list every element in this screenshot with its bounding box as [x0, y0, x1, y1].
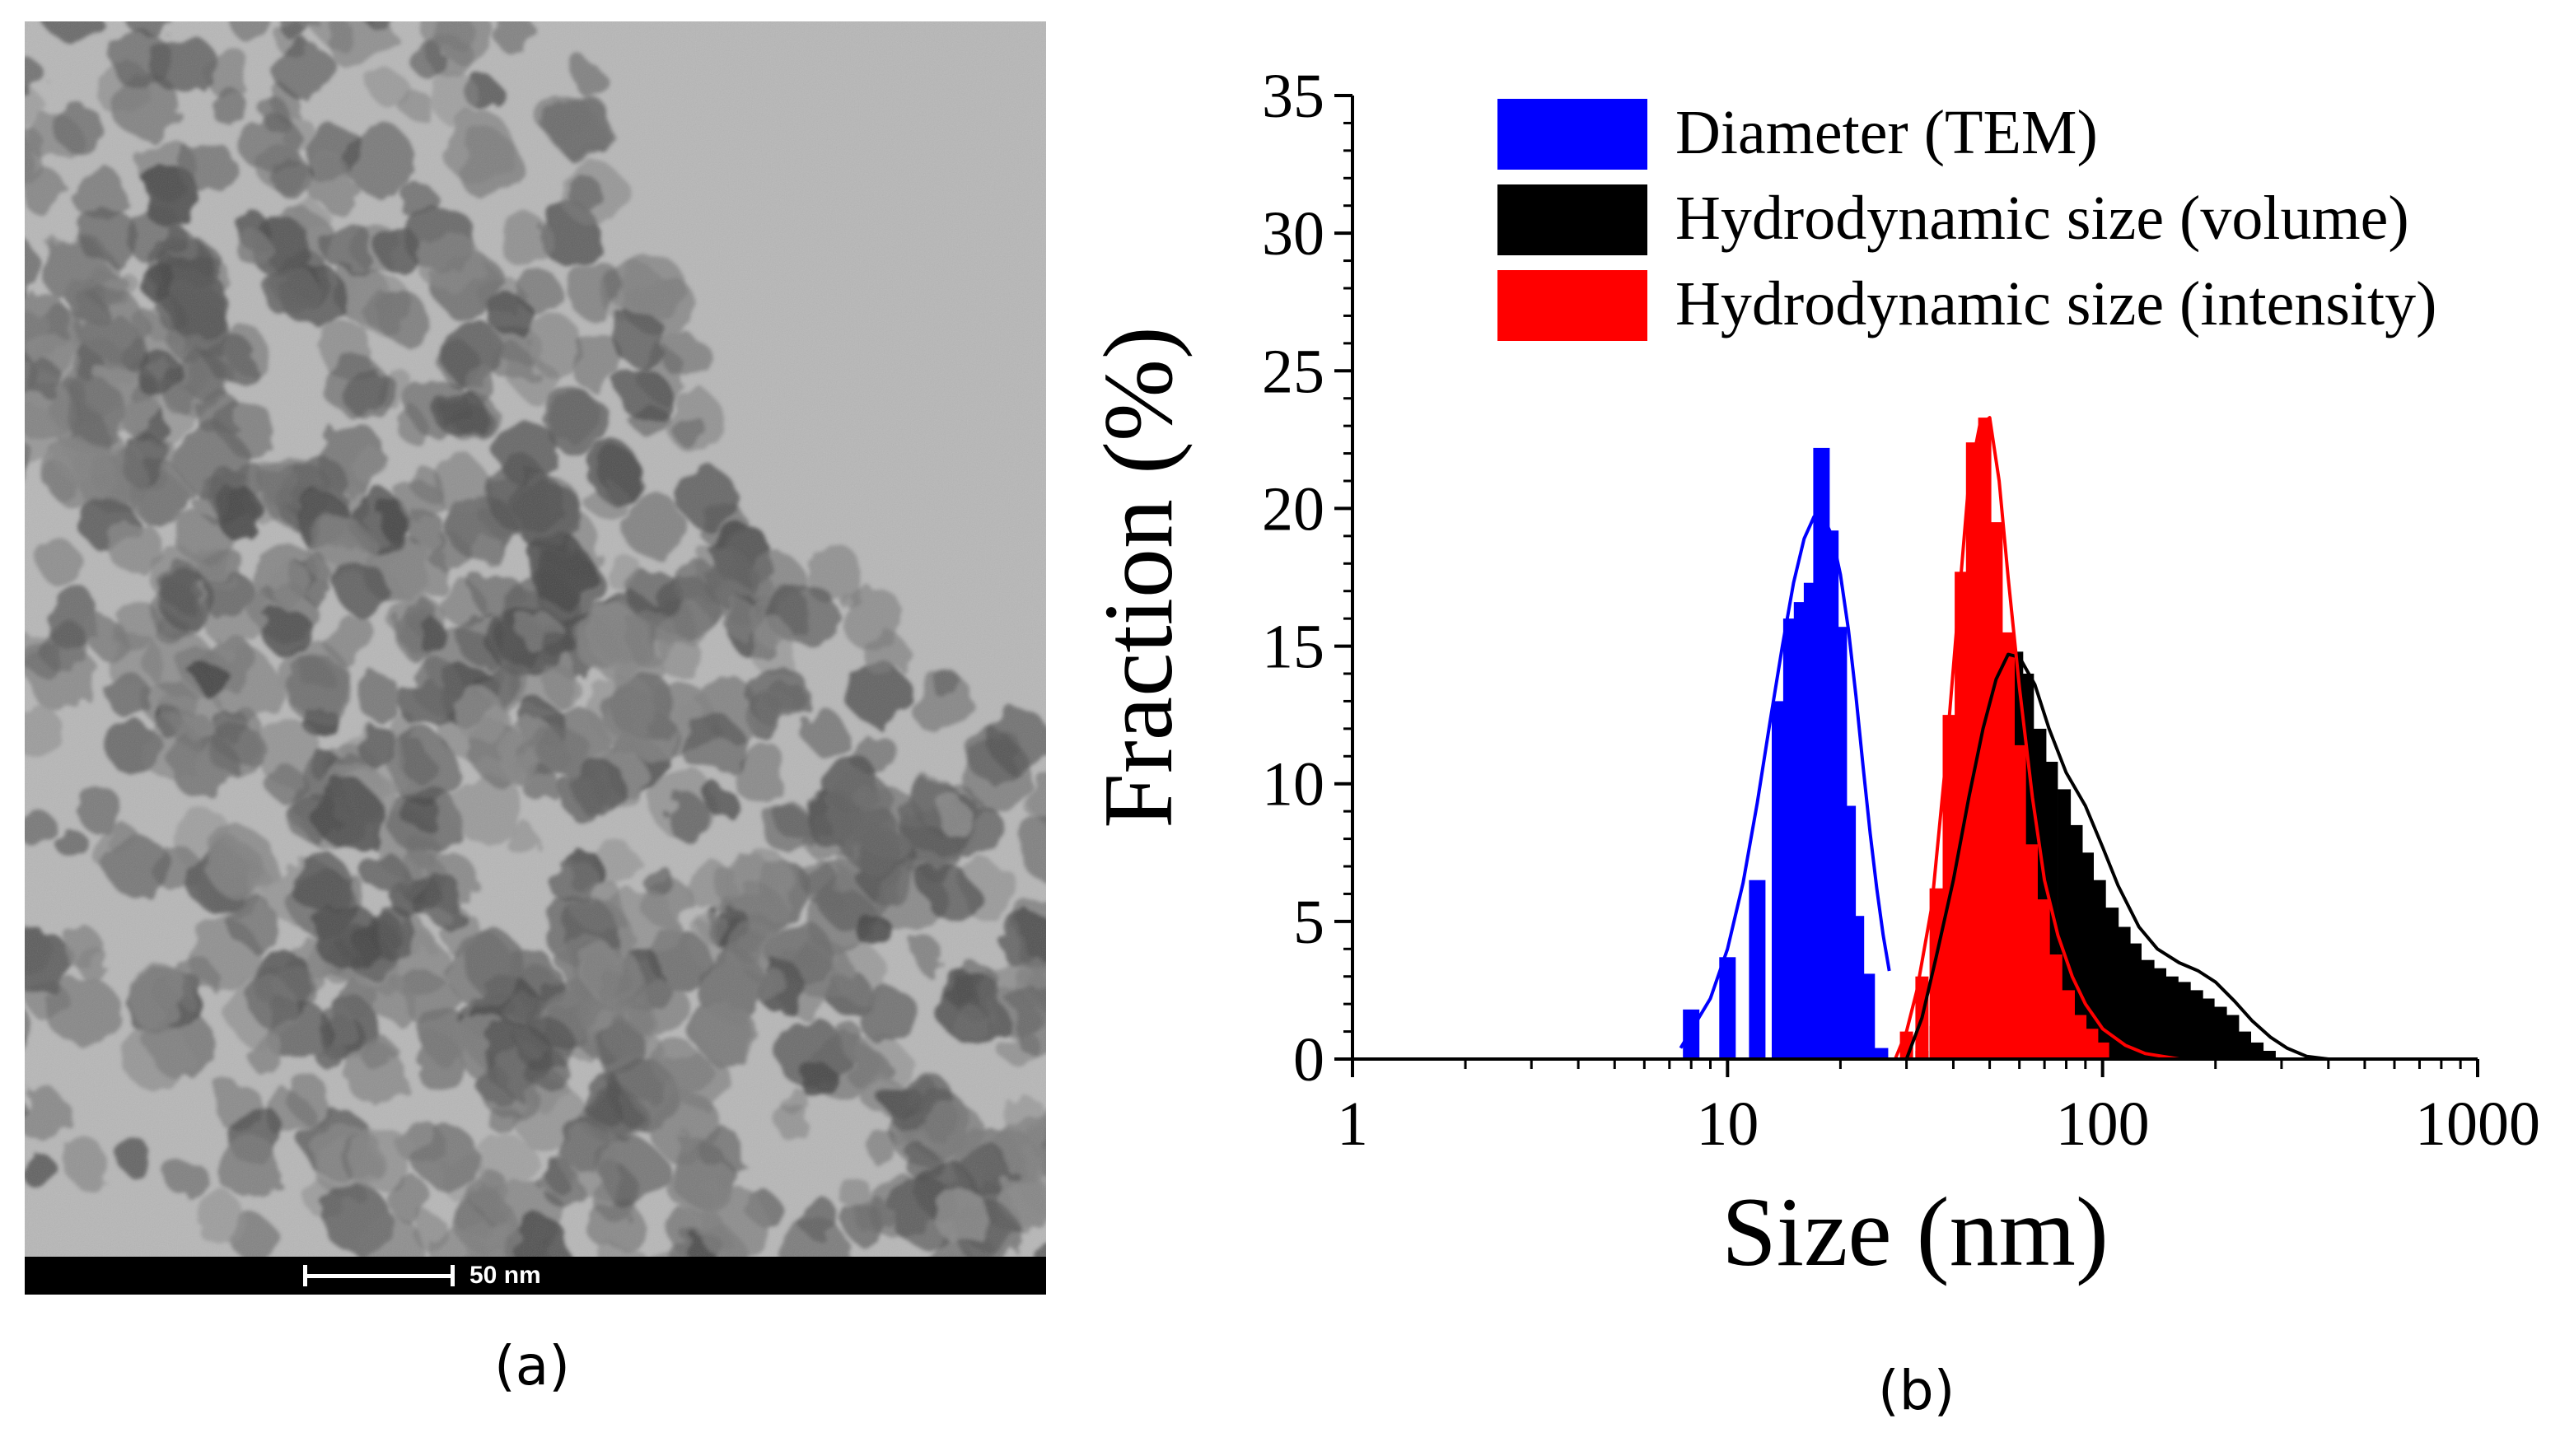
bar-intensity — [2012, 744, 2026, 1059]
bar-volume — [2213, 1006, 2227, 1059]
bar-tem — [1871, 1048, 1889, 1059]
bar-volume — [2250, 1042, 2264, 1059]
bar-intensity — [1989, 522, 2003, 1059]
panel-label-a: (a) — [494, 1334, 570, 1398]
y-tick-label: 5 — [1293, 888, 1324, 957]
y-axis-title: Fraction (%) — [1083, 326, 1193, 828]
legend-item-tem-label: Diameter (TEM) — [1675, 98, 2098, 167]
y-tick-label: 20 — [1262, 474, 1324, 544]
bar-intensity — [1955, 572, 1969, 1059]
bar-tem — [1683, 1009, 1700, 1059]
scale-bar-tick-right — [451, 1265, 455, 1286]
bar-volume — [2081, 852, 2094, 1059]
bar-intensity — [2085, 1029, 2099, 1059]
scale-bar-label: 50 nm — [469, 1262, 541, 1289]
bars-layer — [1683, 418, 2276, 1060]
bar-volume — [2153, 968, 2166, 1059]
tem-image — [25, 21, 1046, 1257]
bar-tem — [1719, 957, 1736, 1059]
y-tick-label: 0 — [1293, 1025, 1324, 1094]
bar-intensity — [2048, 954, 2062, 1059]
bar-intensity — [1929, 888, 1943, 1059]
fit-curve-volume — [1904, 652, 2478, 1061]
bar-intensity — [1978, 418, 1992, 1060]
y-tick-label: 25 — [1262, 337, 1324, 406]
bar-intensity — [2073, 1015, 2087, 1059]
fit-curve-intensity — [1352, 416, 2478, 1061]
x-axis-title: Size (nm) — [1721, 1177, 2109, 1286]
bar-intensity — [2095, 1042, 2109, 1059]
bar-intensity — [2062, 990, 2075, 1059]
y-tick-label: 35 — [1262, 62, 1324, 131]
bar-intensity — [2025, 844, 2038, 1059]
bar-intensity — [2002, 632, 2015, 1059]
axes-layer: 0 5 10 15 20 25 30 35 1 10 100 1000 — [1262, 62, 2540, 1159]
fit-curves-layer — [1352, 416, 2478, 1061]
bar-volume — [2117, 926, 2131, 1059]
bar-volume — [2238, 1031, 2251, 1059]
bar-volume — [2105, 908, 2119, 1059]
legend-item-volume-swatch — [1497, 184, 1647, 255]
bar-tem — [1858, 973, 1876, 1059]
legend: Diameter (TEM) Hydrodynamic size (volume)… — [1497, 98, 2436, 341]
bar-volume — [2262, 1051, 2276, 1059]
legend-item-intensity-swatch — [1497, 270, 1647, 341]
bar-volume — [2092, 880, 2106, 1059]
legend-item-intensity-label: Hydrodynamic size (intensity) — [1675, 269, 2436, 338]
bar-volume — [2128, 943, 2142, 1059]
bar-volume — [2201, 998, 2215, 1059]
y-tick-label: 15 — [1262, 613, 1324, 682]
bar-intensity — [1965, 442, 1979, 1059]
x-tick-label: 1 — [1337, 1090, 1368, 1159]
y-tick-label: 10 — [1262, 750, 1324, 819]
panel-label-b: (b) — [1878, 1359, 1955, 1422]
tem-micrograph: 50 nm — [25, 21, 1046, 1295]
legend-item-volume-label: Hydrodynamic size (volume) — [1675, 184, 2409, 253]
bar-intensity — [2036, 899, 2050, 1059]
bar-volume — [2141, 959, 2155, 1059]
bar-volume — [2226, 1015, 2240, 1059]
bar-tem — [1749, 880, 1766, 1059]
bar-volume — [2189, 990, 2203, 1059]
bar-volume — [2165, 976, 2179, 1059]
y-tick-label: 30 — [1262, 199, 1324, 268]
x-tick-label: 100 — [2056, 1090, 2150, 1159]
x-tick-label: 10 — [1696, 1090, 1759, 1159]
fit-curve-tem — [1679, 515, 1891, 1049]
scale-bar — [303, 1274, 455, 1278]
size-distribution-chart: 0 5 10 15 20 25 30 35 1 10 100 1000 Diameter (TEM) H… — [1083, 62, 2540, 1286]
scale-bar-strip: 50 nm — [25, 1257, 1046, 1295]
bar-volume — [2177, 982, 2191, 1059]
x-tick-label: 1000 — [2415, 1090, 2540, 1159]
bar-intensity — [1942, 715, 1956, 1059]
legend-item-tem-swatch — [1497, 99, 1647, 170]
